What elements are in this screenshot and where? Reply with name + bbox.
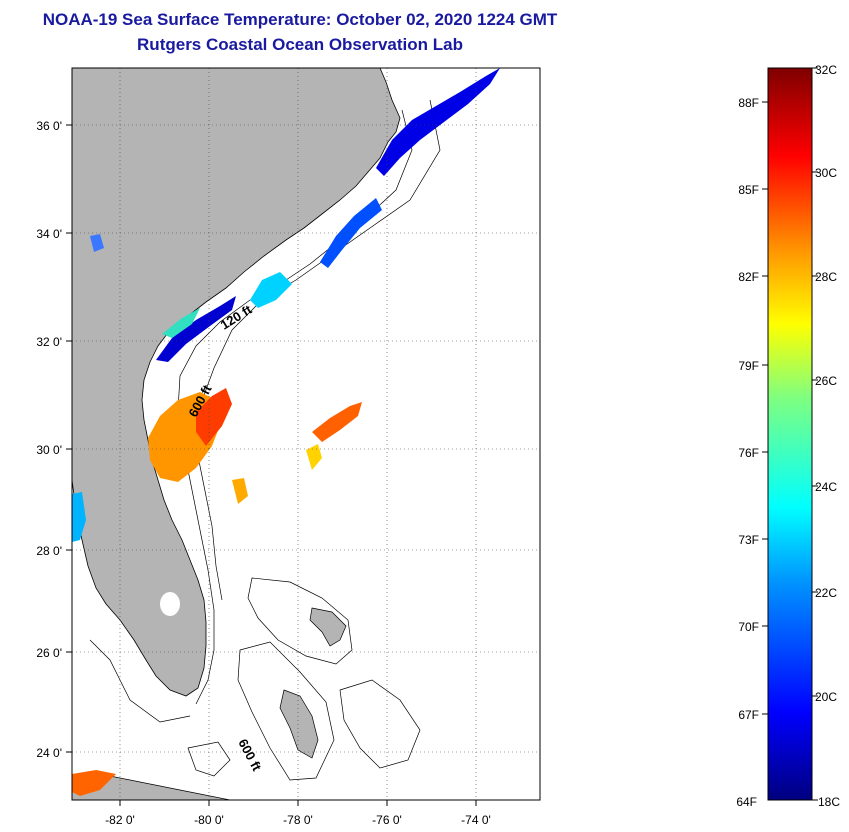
island-andros (279, 689, 319, 759)
lake-okeechobee (160, 592, 180, 616)
lat-label-34: 34 0' (36, 227, 62, 241)
cb-c-18: 18C (818, 795, 840, 809)
latitude-labels: 36 0' 34 0' 32 0' 30 0' 28 0' 26 0' 24 0… (36, 119, 62, 760)
lon-label-80: -80 0' (194, 813, 224, 827)
lat-label-32: 32 0' (36, 335, 62, 349)
map-title: NOAA-19 Sea Surface Temperature: October… (42, 10, 558, 29)
map-panel (72, 68, 540, 800)
map-ticks (66, 124, 477, 806)
cb-f-82: 82F (738, 270, 759, 284)
cb-f-79: 79F (738, 359, 759, 373)
map-subtitle: Rutgers Coastal Ocean Observation Lab (137, 35, 463, 54)
lon-label-78: -78 0' (283, 813, 313, 827)
colorbar-celsius-labels: 32C 30C 28C 26C 24C 22C 20C 18C (815, 63, 840, 809)
lat-label-26: 26 0' (36, 646, 62, 660)
lat-label-30: 30 0' (36, 443, 62, 457)
cb-c-28: 28C (815, 270, 837, 284)
sst-data (72, 68, 500, 796)
cb-f-85: 85F (738, 183, 759, 197)
cb-c-26: 26C (815, 374, 837, 388)
land-mass (72, 68, 401, 697)
colorbar (767, 67, 813, 801)
lat-label-28: 28 0' (36, 544, 62, 558)
cb-f-67: 67F (738, 708, 759, 722)
lon-label-76: -76 0' (372, 813, 402, 827)
lon-label-82: -82 0' (105, 813, 135, 827)
lon-label-74: -74 0' (461, 813, 491, 827)
island-grand-bahama (309, 607, 347, 647)
colorbar-ticks (762, 67, 818, 801)
cb-f-73: 73F (738, 533, 759, 547)
cb-c-22: 22C (815, 586, 837, 600)
cb-c-20: 20C (815, 690, 837, 704)
lat-label-36: 36 0' (36, 119, 62, 133)
cb-c-24: 24C (815, 480, 837, 494)
lat-label-24: 24 0' (36, 746, 62, 760)
cb-f-70: 70F (738, 620, 759, 634)
cb-c-32: 32C (815, 63, 837, 77)
map-frame (71, 67, 541, 801)
longitude-labels: -82 0' -80 0' -78 0' -76 0' -74 0' (105, 813, 491, 827)
colorbar-fahrenheit-labels: 88F 85F 82F 79F 76F 73F 70F 67F 64F (736, 96, 759, 809)
cb-f-64: 64F (736, 795, 757, 809)
cb-f-88: 88F (738, 96, 759, 110)
cb-c-30: 30C (815, 166, 837, 180)
cb-f-76: 76F (738, 446, 759, 460)
